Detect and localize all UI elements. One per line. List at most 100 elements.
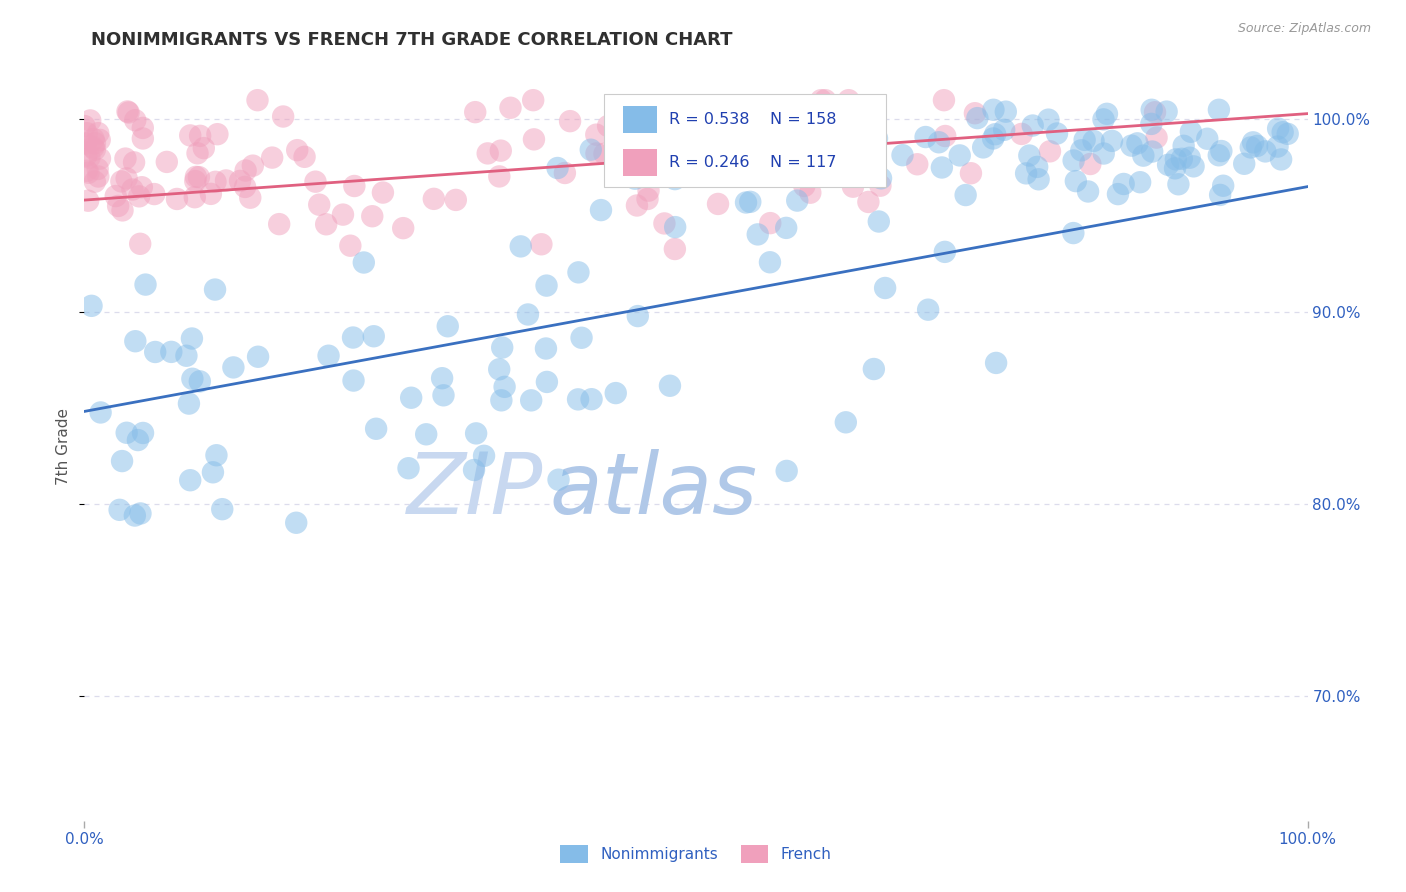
Point xyxy=(581,392,603,407)
Point xyxy=(76,126,98,140)
Point xyxy=(124,508,146,523)
Point xyxy=(415,427,437,442)
Point xyxy=(571,331,593,345)
Point xyxy=(86,161,108,176)
Point xyxy=(917,302,939,317)
Point xyxy=(1267,121,1289,136)
Point xyxy=(699,131,721,145)
Point xyxy=(1070,144,1092,158)
Point xyxy=(1129,175,1152,189)
Point xyxy=(1083,134,1105,148)
Point xyxy=(558,114,581,128)
Point xyxy=(536,278,558,293)
Text: R = 0.246    N = 117: R = 0.246 N = 117 xyxy=(669,154,837,169)
Point xyxy=(132,120,155,135)
Point xyxy=(104,189,127,203)
Point xyxy=(1212,178,1234,193)
Point xyxy=(201,465,224,479)
Point xyxy=(1092,112,1115,127)
Point xyxy=(444,193,467,207)
Point xyxy=(664,220,686,235)
FancyBboxPatch shape xyxy=(605,94,886,187)
Point xyxy=(215,173,238,187)
Point xyxy=(605,386,627,401)
Point xyxy=(554,166,576,180)
Point xyxy=(1180,125,1202,139)
Point xyxy=(520,393,543,408)
Point xyxy=(1140,145,1163,159)
Point xyxy=(1270,153,1292,167)
Point xyxy=(131,180,153,194)
Point xyxy=(627,309,650,323)
Point xyxy=(866,131,889,145)
Point xyxy=(759,216,782,230)
FancyBboxPatch shape xyxy=(623,105,657,133)
Point xyxy=(579,143,602,157)
Point xyxy=(1028,172,1050,186)
Point xyxy=(1271,125,1294,139)
Point xyxy=(204,175,226,189)
Point xyxy=(905,157,928,171)
Point xyxy=(188,375,211,389)
Point xyxy=(363,329,385,343)
Point xyxy=(1157,158,1180,172)
Point xyxy=(658,147,681,161)
Point xyxy=(75,136,97,151)
Point xyxy=(1092,146,1115,161)
Point xyxy=(361,209,384,223)
Point xyxy=(756,152,779,166)
Point xyxy=(747,121,769,136)
Point xyxy=(1246,139,1268,153)
Point xyxy=(654,216,676,230)
Point xyxy=(87,169,110,184)
Point xyxy=(115,171,138,186)
Point xyxy=(491,393,513,408)
Point xyxy=(735,195,758,210)
Point xyxy=(89,152,111,166)
Point xyxy=(1077,185,1099,199)
Point xyxy=(233,180,256,194)
Point xyxy=(509,239,531,253)
Point xyxy=(841,143,863,157)
Point xyxy=(465,426,488,441)
Point xyxy=(842,179,865,194)
Point xyxy=(488,362,510,376)
Point xyxy=(371,186,394,200)
Point xyxy=(1140,103,1163,117)
Point xyxy=(707,197,730,211)
Point xyxy=(117,104,139,119)
Point xyxy=(494,380,516,394)
Point xyxy=(1121,138,1143,153)
Point xyxy=(567,265,589,279)
Point xyxy=(204,283,226,297)
Point xyxy=(285,143,308,157)
Point xyxy=(1197,132,1219,146)
Point xyxy=(246,93,269,107)
Point xyxy=(200,186,222,201)
Point xyxy=(863,362,886,376)
Point xyxy=(242,159,264,173)
Point xyxy=(960,166,983,180)
Point xyxy=(648,165,671,179)
Point xyxy=(332,208,354,222)
Point xyxy=(73,119,96,133)
Point xyxy=(725,163,748,178)
Point xyxy=(1267,139,1289,153)
Point xyxy=(1011,127,1033,141)
Point xyxy=(1015,166,1038,180)
Point xyxy=(398,461,420,475)
Point xyxy=(994,104,1017,119)
Point xyxy=(637,184,659,198)
Point xyxy=(1208,103,1230,117)
Point xyxy=(835,415,858,429)
Point xyxy=(472,449,495,463)
Point xyxy=(868,214,890,228)
Point xyxy=(664,242,686,256)
Point xyxy=(1241,136,1264,150)
Point xyxy=(207,127,229,141)
Point xyxy=(122,155,145,169)
Point xyxy=(1018,148,1040,162)
Point xyxy=(803,168,825,182)
Point xyxy=(740,194,762,209)
Point xyxy=(814,93,837,107)
